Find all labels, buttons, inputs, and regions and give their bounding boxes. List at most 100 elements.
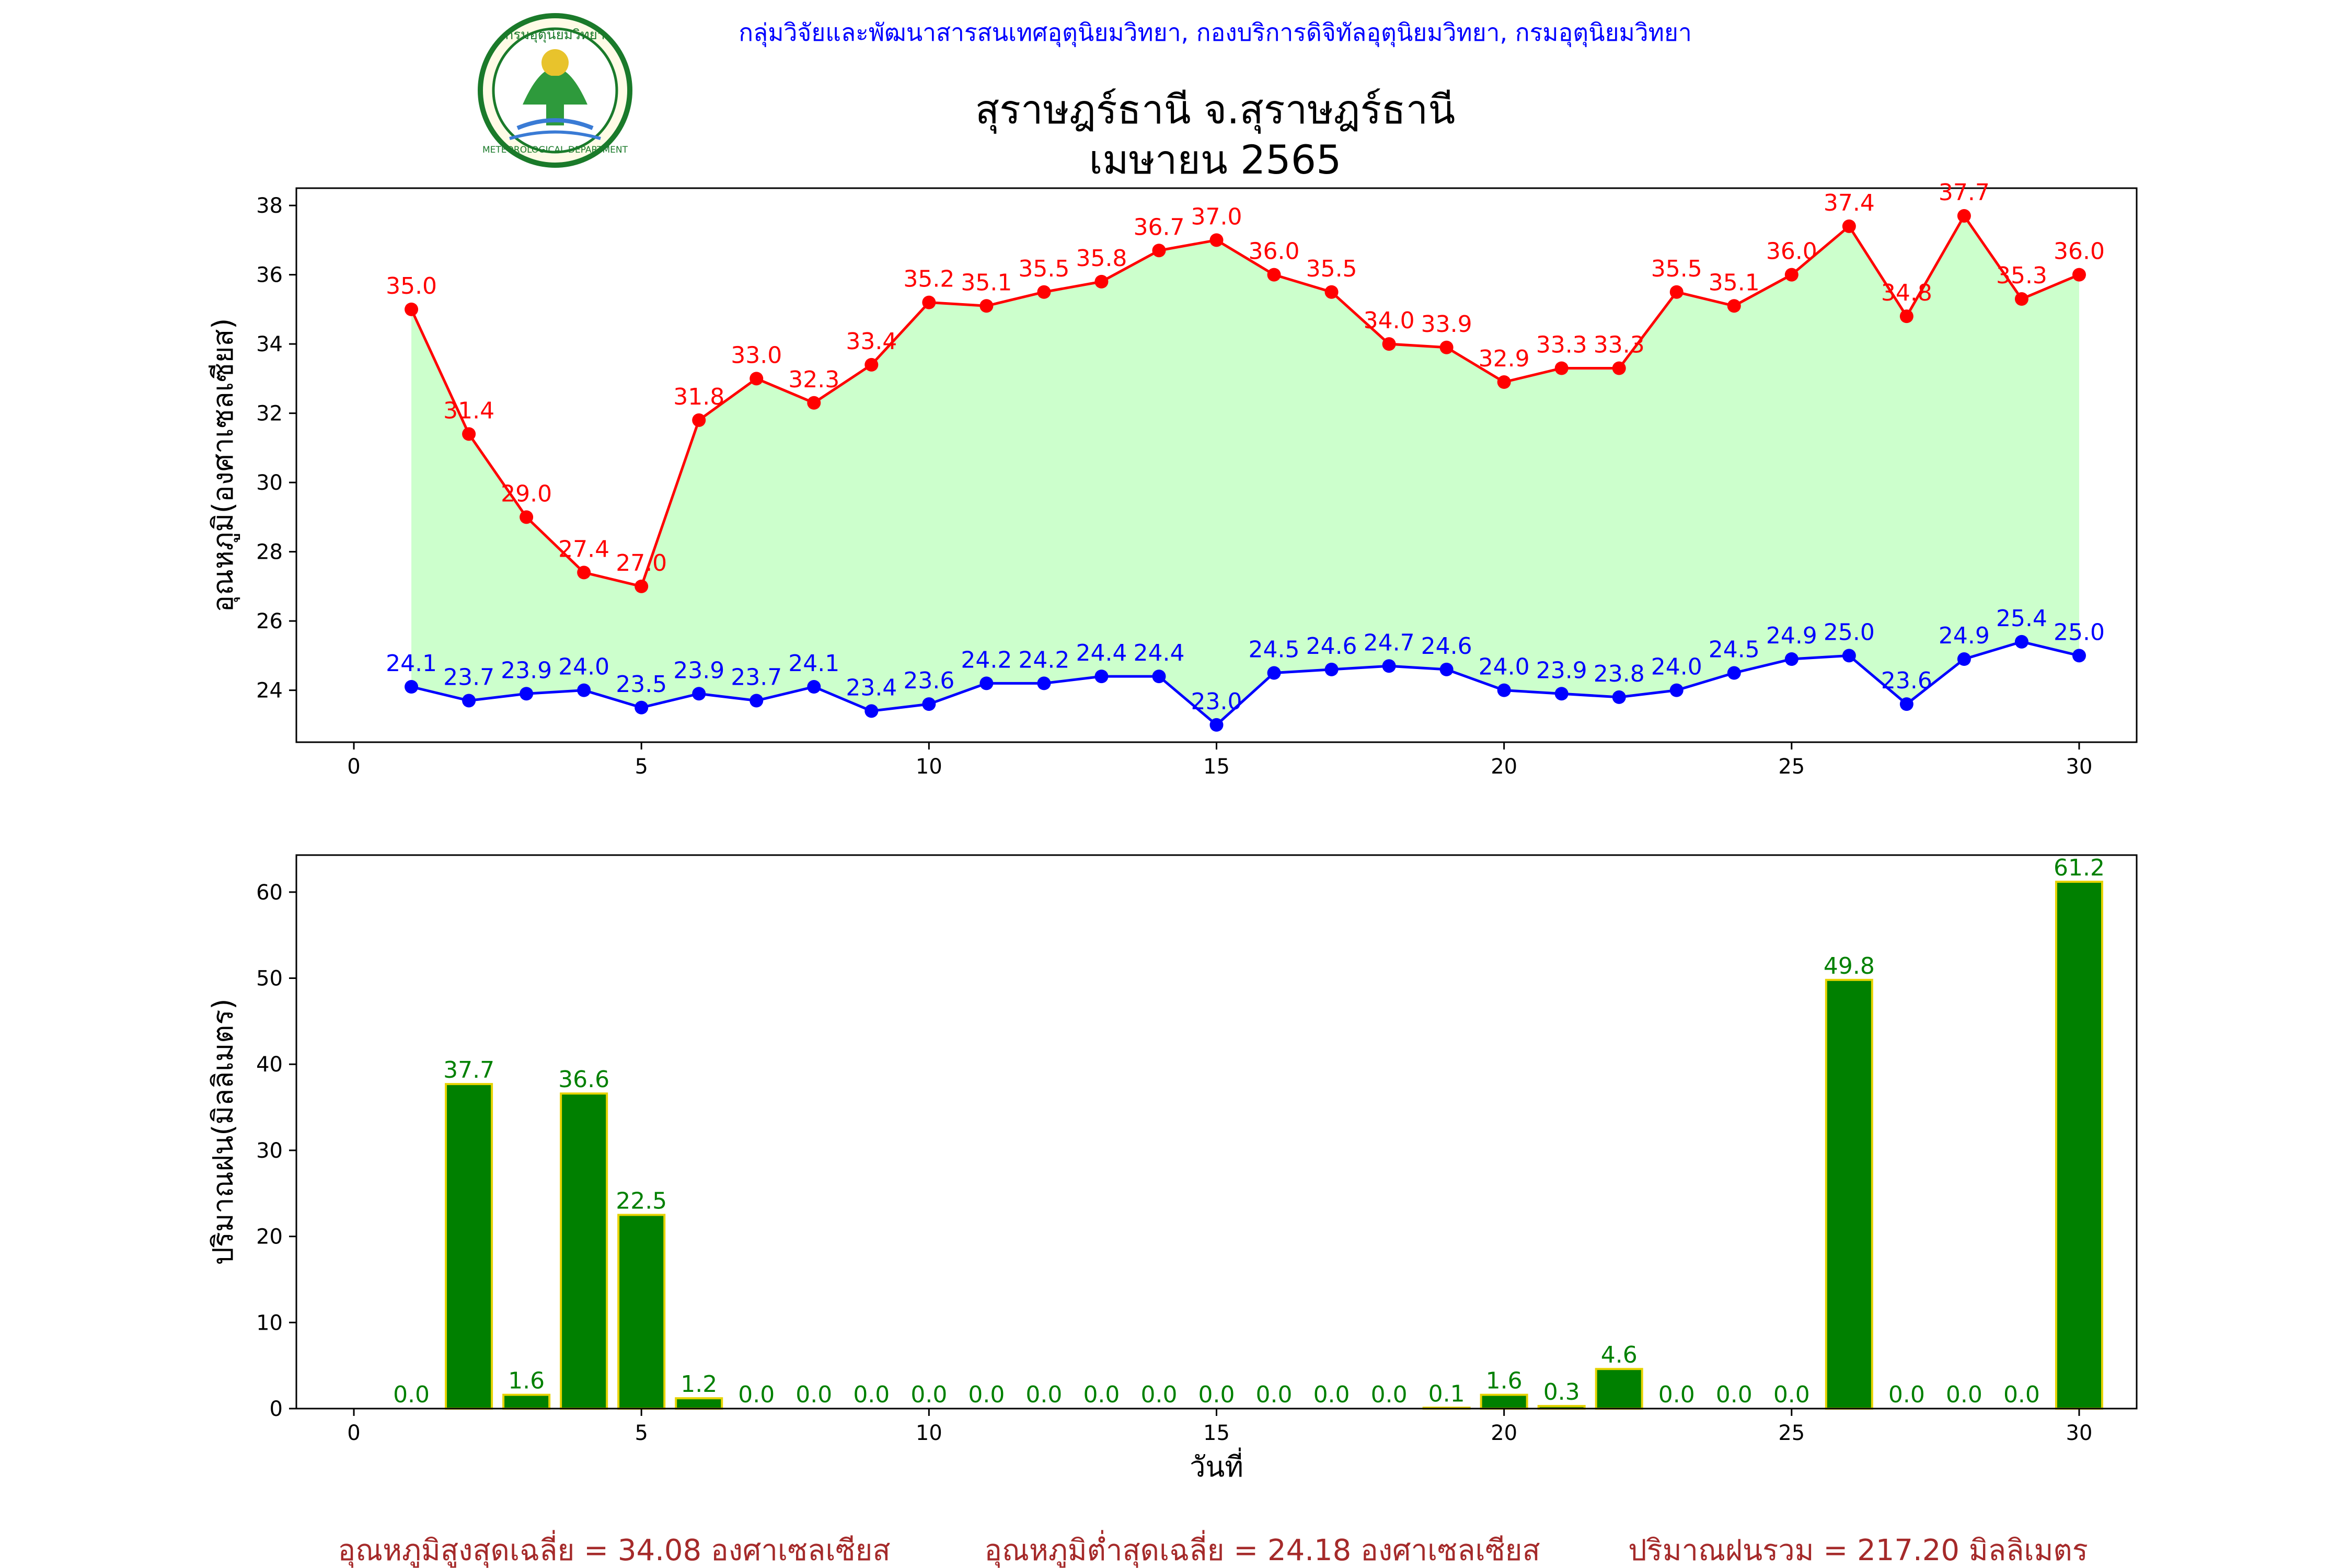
min-temp-data-label: 23.9 xyxy=(673,657,724,684)
min-temp-point xyxy=(577,683,591,697)
rain-y-tick-label: 50 xyxy=(256,967,283,991)
max-temp-point xyxy=(1727,299,1741,313)
min-temp-data-label: 23.6 xyxy=(903,667,954,694)
rainfall-data-label: 0.0 xyxy=(1716,1381,1753,1408)
rainfall-data-label: 0.0 xyxy=(1946,1381,1982,1408)
min-temp-data-label: 24.6 xyxy=(1421,633,1472,660)
max-temp-data-label: 29.0 xyxy=(501,480,552,507)
max-temp-data-label: 35.8 xyxy=(1076,245,1127,272)
min-temp-point xyxy=(405,680,419,694)
max-temp-point xyxy=(1669,285,1684,299)
max-temp-data-label: 27.4 xyxy=(558,536,609,562)
min-temp-data-label: 25.0 xyxy=(1824,619,1875,645)
rainfall-data-label: 36.6 xyxy=(558,1066,609,1093)
temp-y-tick-label: 26 xyxy=(256,609,283,633)
min-temp-point xyxy=(1727,666,1741,680)
max-temp-point xyxy=(750,372,764,386)
max-temp-data-label: 35.2 xyxy=(903,266,954,293)
max-temp-data-label: 34.0 xyxy=(1364,307,1415,334)
min-temp-point xyxy=(520,687,534,701)
rainfall-data-label: 0.0 xyxy=(968,1381,1005,1408)
rainfall-bar xyxy=(2055,881,2103,1410)
min-temp-data-label: 25.4 xyxy=(1996,605,2047,632)
min-temp-point xyxy=(1497,683,1511,697)
max-temp-data-label: 33.3 xyxy=(1594,332,1645,359)
max-temp-data-label: 36.0 xyxy=(1249,238,1300,265)
min-temp-point xyxy=(635,700,649,714)
temp-y-tick-label: 32 xyxy=(256,402,283,426)
temp-y-tick-label: 34 xyxy=(256,332,283,356)
max-temp-data-label: 36.0 xyxy=(2054,238,2105,265)
max-temp-point xyxy=(1094,274,1109,289)
min-temp-data-label: 23.9 xyxy=(1536,657,1587,684)
temp-x-tick-label: 10 xyxy=(916,755,942,779)
max-temp-point xyxy=(1382,337,1396,351)
min-temp-data-label: 24.1 xyxy=(788,650,839,677)
max-temp-data-label: 32.9 xyxy=(1479,345,1530,372)
rainfall-data-label: 4.6 xyxy=(1601,1342,1638,1368)
temp-x-tick-label: 0 xyxy=(347,755,360,779)
rain-y-tick-label: 40 xyxy=(256,1053,283,1077)
max-temp-point xyxy=(692,413,706,427)
max-temp-point xyxy=(462,427,476,441)
max-temp-data-label: 27.0 xyxy=(616,550,667,577)
max-temp-line xyxy=(410,213,2080,588)
rainfall-data-label: 1.2 xyxy=(681,1371,717,1398)
min-temp-data-label: 24.0 xyxy=(1479,654,1530,681)
rainfall-data-label: 0.3 xyxy=(1543,1379,1580,1405)
rainfall-data-label: 0.0 xyxy=(393,1381,430,1408)
min-temp-data-label: 24.2 xyxy=(961,647,1012,673)
min-temp-data-label: 24.5 xyxy=(1709,637,1760,663)
max-temp-data-label: 33.4 xyxy=(846,328,897,355)
rainfall-bar xyxy=(445,1083,493,1410)
min-temp-data-label: 24.4 xyxy=(1133,640,1184,666)
rainfall-data-label: 0.0 xyxy=(1198,1381,1235,1408)
temperature-range-fill xyxy=(411,216,2079,725)
max-temp-point xyxy=(864,358,879,372)
max-temp-point xyxy=(1324,285,1339,299)
min-temp-data-label: 24.9 xyxy=(1939,622,1990,649)
logo-text-top: กรมอุตุนิยมวิทยา xyxy=(505,27,605,43)
min-temp-point xyxy=(1037,676,1051,690)
min-temp-data-label: 24.4 xyxy=(1076,640,1127,666)
rainfall-data-label: 0.0 xyxy=(1888,1381,1925,1408)
min-temp-data-label: 23.6 xyxy=(1881,667,1932,694)
rainfall-data-label: 1.6 xyxy=(1486,1368,1523,1394)
temp-y-tick-label: 38 xyxy=(256,194,283,218)
max-temp-data-label: 35.0 xyxy=(386,273,437,299)
min-temp-data-label: 23.0 xyxy=(1191,688,1242,715)
max-temp-point xyxy=(405,302,419,316)
min-temp-point xyxy=(1842,649,1856,663)
max-temp-point xyxy=(1439,340,1454,354)
rain-x-tick-label: 15 xyxy=(1203,1421,1230,1445)
min-temp-point xyxy=(1784,652,1798,666)
min-temp-point xyxy=(1439,662,1454,676)
max-temp-data-label: 33.0 xyxy=(731,342,782,368)
max-temp-data-label: 35.1 xyxy=(961,269,1012,296)
max-temp-point xyxy=(1842,219,1856,233)
max-temp-point xyxy=(1209,233,1224,247)
max-temp-data-label: 37.4 xyxy=(1824,190,1875,216)
max-temp-point xyxy=(1784,268,1798,282)
rainfall-data-label: 0.0 xyxy=(1773,1381,1810,1408)
max-temp-point xyxy=(520,510,534,524)
rainfall-bar xyxy=(617,1214,666,1410)
rainfall-bar xyxy=(1825,978,1873,1410)
rainfall-data-label: 0.0 xyxy=(1256,1381,1293,1408)
chart-title-line2: เมษายน 2565 xyxy=(1089,136,1342,183)
min-temp-data-label: 23.4 xyxy=(846,674,897,701)
organization-text: กลุ่มวิจัยและพัฒนาสารสนเทศอุตุนิยมวิทยา,… xyxy=(739,18,1692,48)
rain-y-tick-label: 60 xyxy=(256,881,283,905)
min-temp-point xyxy=(1899,697,1913,711)
total-rainfall-summary: ปริมาณฝนรวม = 217.20 มิลลิเมตร xyxy=(1628,1534,2088,1567)
min-temp-data-label: 23.8 xyxy=(1594,661,1645,687)
temp-x-tick-label: 25 xyxy=(1778,755,1805,779)
rainfall-data-label: 1.6 xyxy=(508,1368,545,1394)
rain-x-tick-label: 0 xyxy=(347,1421,360,1445)
rainfall-data-label: 0.0 xyxy=(910,1381,947,1408)
max-temp-point xyxy=(1554,361,1569,375)
min-temp-point xyxy=(1669,683,1684,697)
max-temp-point xyxy=(1037,285,1051,299)
max-temp-point xyxy=(1957,209,1971,223)
